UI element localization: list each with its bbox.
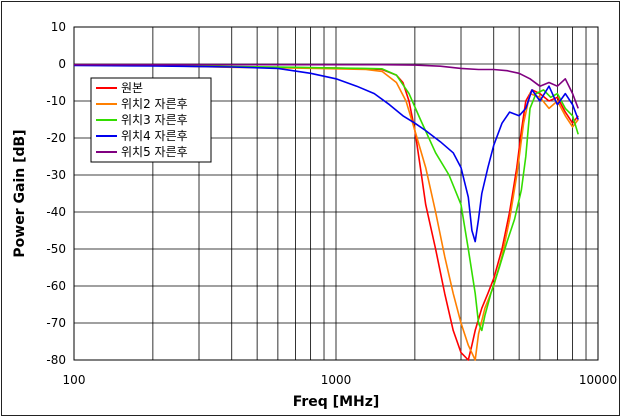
y-tick-label: -20 xyxy=(46,131,66,145)
y-axis-ticks: 10 0 -10 -20 -30 -40 -50 -60 -70 -80 xyxy=(46,20,66,367)
series-group xyxy=(73,63,579,361)
series-line-4 xyxy=(73,64,579,243)
y-axis-title: Power Gain [dB] xyxy=(12,129,28,257)
y-tick-label: 10 xyxy=(51,20,66,34)
legend-label: 위치5 자른후 xyxy=(121,145,188,159)
x-tick-label: 100 xyxy=(63,373,86,387)
legend-label: 위치4 자른후 xyxy=(121,129,188,143)
y-tick-label: -70 xyxy=(46,316,66,330)
series-line-3 xyxy=(74,64,579,332)
x-tick-label: 10000 xyxy=(579,373,617,387)
plot-area-border xyxy=(73,26,599,361)
y-tick-label: -50 xyxy=(46,242,66,256)
x-axis-title: Freq [MHz] xyxy=(293,394,380,410)
x-axis-ticks: 100 1000 10000 xyxy=(63,373,618,387)
y-tick-label: -60 xyxy=(46,279,66,293)
legend-label: 위치2 자른후 xyxy=(121,97,188,111)
legend-label: 원본 xyxy=(121,81,143,95)
x-tick-label: 1000 xyxy=(321,373,352,387)
series-line-5 xyxy=(74,63,579,109)
y-tick-label: -40 xyxy=(46,205,66,219)
legend-label: 위치3 자른후 xyxy=(121,113,188,127)
y-tick-label: -10 xyxy=(46,94,66,108)
y-tick-label: 0 xyxy=(58,57,66,71)
series-line-2 xyxy=(73,64,579,361)
grid xyxy=(73,26,598,361)
y-tick-label: -80 xyxy=(46,353,66,367)
y-tick-label: -30 xyxy=(46,168,66,182)
